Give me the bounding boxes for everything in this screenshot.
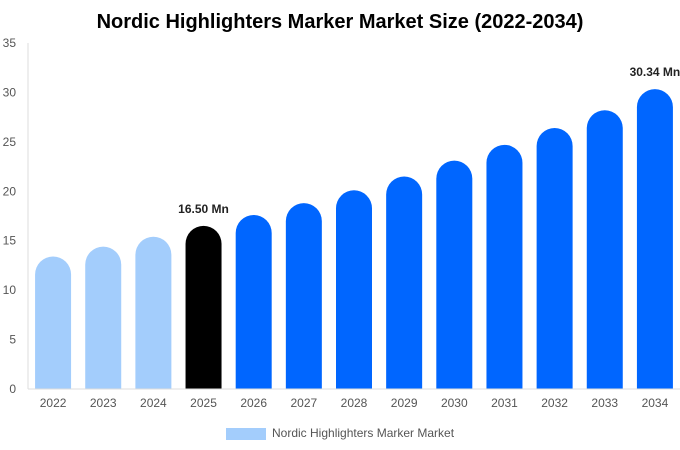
bar-2024 <box>135 236 172 389</box>
x-tick-label: 2022 <box>40 396 67 410</box>
x-tick-label: 2032 <box>541 396 568 410</box>
bar-2033 <box>586 110 623 390</box>
y-tick-label: 30 <box>3 85 17 99</box>
x-tick-label: 2027 <box>290 396 317 410</box>
x-axis: 2022 2023 2024 2025 2026 2027 2028 2029 2030 2031… <box>28 388 680 410</box>
bar-2027 <box>285 203 322 389</box>
bar-2029 <box>386 176 423 389</box>
bar-2032 <box>536 128 573 389</box>
y-tick-label: 20 <box>3 184 17 198</box>
x-tick-label: 2028 <box>341 396 368 410</box>
x-tick-label: 2033 <box>591 396 618 410</box>
y-tick-label: 5 <box>9 333 16 347</box>
y-tick-label: 35 <box>3 36 17 50</box>
bars <box>35 89 673 390</box>
y-axis: 0 5 10 15 20 25 30 35 <box>3 36 29 396</box>
x-tick-label: 2023 <box>90 396 117 410</box>
x-tick-label: 2029 <box>391 396 418 410</box>
x-tick-label: 2031 <box>491 396 518 410</box>
y-tick-label: 0 <box>9 382 16 396</box>
data-label-2025: 16.50 Mn <box>178 202 229 216</box>
x-tick-label: 2025 <box>190 396 217 410</box>
y-tick-label: 25 <box>3 135 17 149</box>
bar-2030 <box>436 160 473 389</box>
x-tick-label: 2034 <box>642 396 669 410</box>
y-tick-label: 15 <box>3 234 17 248</box>
x-tick-label: 2030 <box>441 396 468 410</box>
x-tick-label: 2024 <box>140 396 167 410</box>
data-labels: 16.50 Mn 30.34 Mn <box>178 65 680 216</box>
legend-swatch <box>226 428 266 440</box>
legend[interactable]: Nordic Highlighters Marker Market <box>226 426 455 440</box>
bar-2023 <box>85 246 122 389</box>
bar-2031 <box>486 144 523 389</box>
bar-2022 <box>35 256 72 389</box>
x-tick-label: 2026 <box>240 396 267 410</box>
bar-2028 <box>336 190 372 389</box>
bar-2025 <box>185 225 222 389</box>
bar-2026 <box>235 215 272 389</box>
data-label-2034: 30.34 Mn <box>630 65 680 79</box>
y-tick-label: 10 <box>3 283 17 297</box>
legend-label: Nordic Highlighters Marker Market <box>272 426 455 440</box>
bar-2034 <box>636 89 673 389</box>
chart-title: Nordic Highlighters Marker Market Size (… <box>97 11 584 33</box>
